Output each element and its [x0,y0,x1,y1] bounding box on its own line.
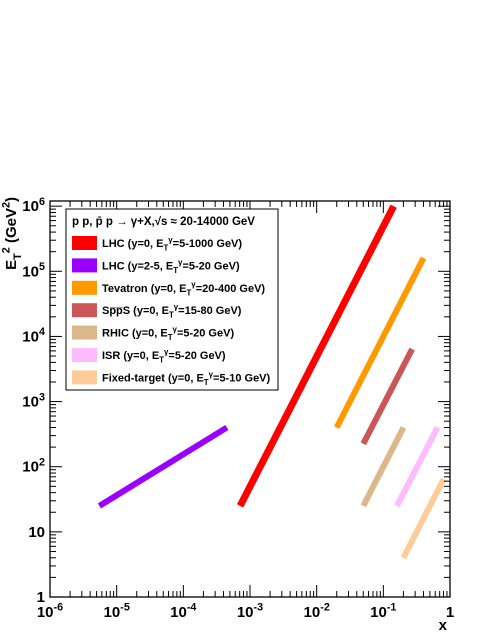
legend-entry-label: ISR (y=0, ETγ=5-20 GeV) [102,347,226,364]
series-band-5 [394,426,441,508]
series-band-4 [360,426,407,508]
legend-swatch [72,236,97,250]
legend-swatch [72,348,97,362]
legend-swatch [72,303,97,318]
y-tick-label: 104 [22,326,45,345]
legend-entry-label: RHIC (y=0, ETγ=5-20 GeV) [102,325,234,342]
legend-entry-label: Fixed-target (y=0, ETγ=5-10 GeV) [102,370,271,387]
series-layer [97,204,447,560]
x-tick-label: 10-5 [104,602,130,621]
series-band-0 [236,204,397,508]
x-tick-label: 10-6 [37,602,63,621]
x-tick-label: 10-2 [304,602,330,621]
series-band-1 [97,424,229,509]
axis-titles: x ET2 (GeV2) [1,197,448,634]
x-tick-label: 10-1 [370,602,396,621]
legend-entry-label: LHC (y=0, ETγ=5-1000 GeV) [102,235,242,252]
y-tick-label: 10 [28,524,45,541]
y-tick-label: 105 [22,261,45,280]
legend-swatch [72,325,97,340]
x-tick-label: 10-3 [237,602,263,621]
series-band-2 [334,256,427,429]
legend-box [65,208,279,391]
legend-swatch [72,370,97,385]
y-tick-label: 103 [22,391,45,410]
legend-swatch [72,258,97,273]
legend: p p, p̄ p → γ+X,√s ≈ 20-14000 GeV LHC (y=… [65,208,279,391]
legend-entry-label: LHC (y=2-5, ETγ=5-20 GeV) [102,258,240,275]
series-band-6 [400,477,447,560]
y-tick-label: 106 [22,196,45,215]
legend-entry-label: Sp̅p̅S (y=0, ETγ=15-80 GeV) [102,303,242,320]
axis-ticks [49,201,451,598]
x-tick-label: 1 [446,604,454,621]
legend-entry-label: Tevatron (y=0, ETγ=20-400 GeV) [102,280,265,297]
x-axis-title: x [439,617,448,634]
legend-swatch [72,280,97,295]
legend-header: p p, p̄ p → γ+X,√s ≈ 20-14000 GeV [72,215,255,228]
y-tick-label: 102 [22,456,45,475]
y-axis-title: ET2 (GeV2) [1,197,24,270]
x-tick-label: 10-4 [170,602,196,621]
tick-labels: 10-6 10-5 10-4 10-3 10-2 10-1 1 1 10 102 103 104 105… [22,196,454,621]
y-tick-label: 1 [37,589,45,606]
series-band-3 [360,347,415,446]
